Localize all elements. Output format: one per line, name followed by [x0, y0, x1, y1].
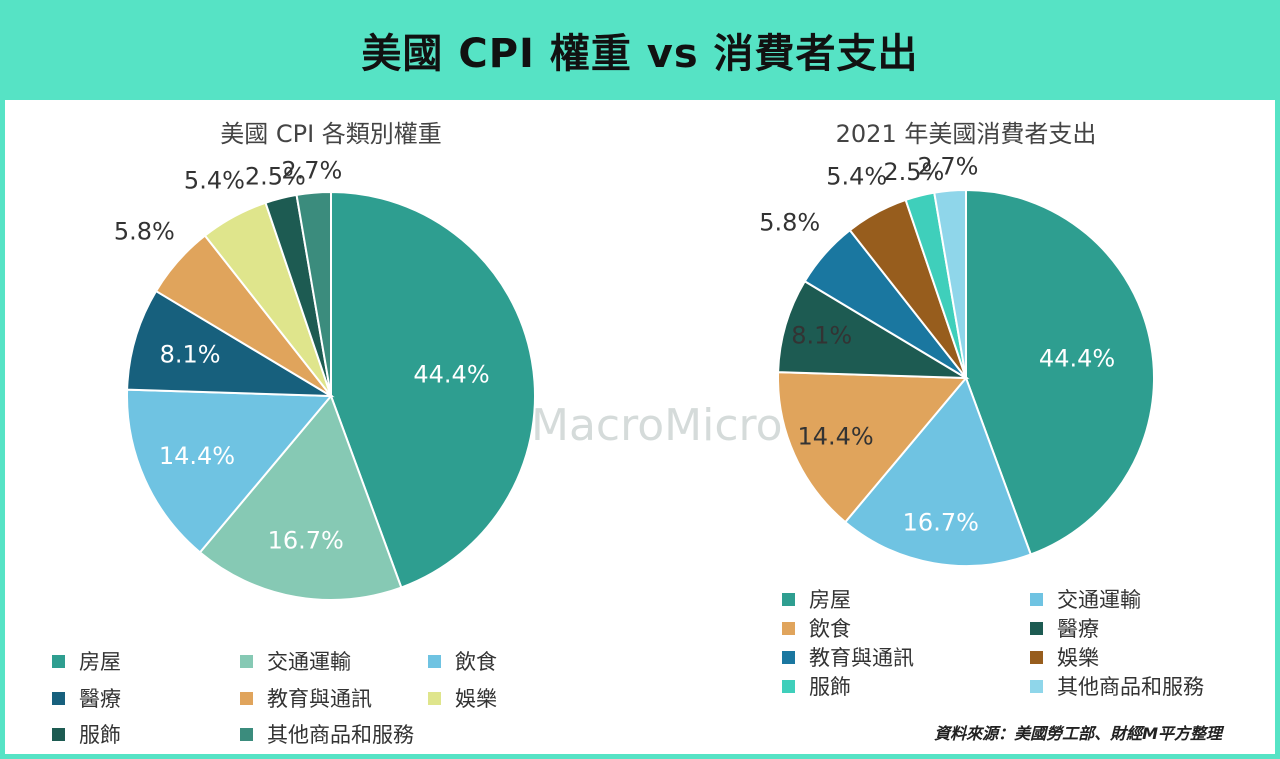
- legend-label: 房屋: [79, 650, 121, 674]
- data-label-7: 2.5%: [883, 158, 944, 186]
- legend-swatch: [52, 691, 65, 705]
- legend-item: 服飾: [782, 671, 851, 701]
- legend-swatch: [240, 727, 253, 741]
- legend-label: 其他商品和服務: [267, 723, 414, 747]
- left-pie-chart: 44.4% 16.7% 14.4% 8.1% 5.8% 5.4% 2.5%2.7%: [114, 156, 537, 601]
- legend-item: 其他商品和服務: [1030, 671, 1204, 701]
- right-pie-chart: 44.4% 16.7% 14.4% 8.1% 5.8%5.4%2.5%2.7%: [759, 152, 1155, 567]
- pie-slice-1: [330, 190, 537, 589]
- source-note: 資料來源：美國勞工部、財經M平方整理: [934, 724, 1222, 743]
- data-label-5: 5.8%: [759, 209, 820, 237]
- data-label-6: 5.4%: [184, 167, 245, 195]
- data-label-1: 44.4%: [1039, 344, 1115, 372]
- data-label-3: 14.4%: [797, 422, 873, 450]
- pie-slice-4: [126, 289, 335, 398]
- legend-item: 醫療: [52, 683, 121, 713]
- left-chart-title: 美國 CPI 各類別權重: [220, 120, 442, 148]
- legend-label: 教育與通訊: [809, 646, 914, 670]
- legend-item: 教育與通訊: [782, 642, 914, 672]
- legend-swatch: [52, 654, 65, 668]
- data-label-1: 44.4%: [413, 361, 489, 389]
- legend-swatch: [428, 654, 441, 668]
- legend-item: 交通運輸: [240, 646, 351, 676]
- legend-item: 其他商品和服務: [240, 719, 414, 749]
- legend-swatch: [52, 727, 65, 741]
- legend-swatch: [1030, 592, 1043, 606]
- pie-slice-3: [777, 371, 969, 524]
- pie-slice-1: [965, 188, 1155, 556]
- data-label-7: 2.5%: [245, 162, 306, 190]
- main-title: 美國 CPI 權重 vs 消費者支出: [361, 31, 919, 77]
- legend-label: 醫療: [1057, 617, 1099, 641]
- legend-item: 醫療: [1030, 613, 1099, 643]
- data-label-5: 5.8%: [114, 217, 175, 245]
- legend-swatch: [782, 650, 795, 664]
- legend-label: 娛樂: [455, 687, 497, 711]
- legend-swatch: [428, 691, 441, 705]
- legend-label: 服飾: [809, 675, 851, 699]
- pie-slice-2: [198, 394, 403, 601]
- legend-label: 交通運輸: [1057, 588, 1141, 612]
- legend-label: 房屋: [809, 588, 851, 612]
- legend-item: 娛樂: [428, 683, 497, 713]
- pie-slice-2: [843, 376, 1033, 567]
- legend-label: 交通運輸: [267, 650, 351, 674]
- data-label-4: 8.1%: [160, 341, 221, 369]
- legend-item: 服飾: [52, 719, 121, 749]
- legend-item: 房屋: [782, 584, 851, 614]
- legend-swatch: [782, 592, 795, 606]
- legend-label: 服飾: [79, 723, 121, 747]
- watermark-text: MacroMicro: [531, 399, 783, 451]
- data-label-6: 5.4%: [826, 162, 887, 190]
- pie-slice-8: [295, 190, 332, 397]
- data-label-8: 2.7%: [918, 152, 979, 180]
- legend-item: 教育與通訊: [240, 683, 372, 713]
- legend-label: 醫療: [79, 687, 121, 711]
- legend-swatch: [1030, 621, 1043, 635]
- data-label-3: 14.4%: [159, 442, 235, 470]
- data-label-4: 8.1%: [791, 322, 852, 350]
- legend-swatch: [782, 679, 795, 693]
- legend-item: 房屋: [52, 646, 121, 676]
- pie-slice-3: [126, 388, 334, 554]
- legend-item: 飲食: [428, 646, 497, 676]
- legend-label: 其他商品和服務: [1057, 675, 1204, 699]
- legend-item: 飲食: [782, 613, 851, 643]
- legend-swatch: [782, 621, 795, 635]
- legend-item: 交通運輸: [1030, 584, 1141, 614]
- right-chart-title: 2021 年美國消費者支出: [835, 120, 1097, 148]
- legend-swatch: [1030, 650, 1043, 664]
- legend-swatch: [1030, 679, 1043, 693]
- pie-slice-4: [777, 279, 970, 380]
- legend-label: 飲食: [455, 650, 497, 674]
- data-label-2: 16.7%: [268, 527, 344, 555]
- legend-label: 娛樂: [1057, 646, 1099, 670]
- legend-swatch: [240, 691, 253, 705]
- data-label-8: 2.7%: [281, 156, 342, 184]
- pie-slice-8: [933, 188, 967, 379]
- data-label-2: 16.7%: [903, 508, 979, 536]
- legend-item: 娛樂: [1030, 642, 1099, 672]
- legend-swatch: [240, 654, 253, 668]
- legend-label: 飲食: [809, 617, 851, 641]
- legend-label: 教育與通訊: [267, 687, 372, 711]
- title-bar: 美國 CPI 權重 vs 消費者支出: [0, 0, 1280, 100]
